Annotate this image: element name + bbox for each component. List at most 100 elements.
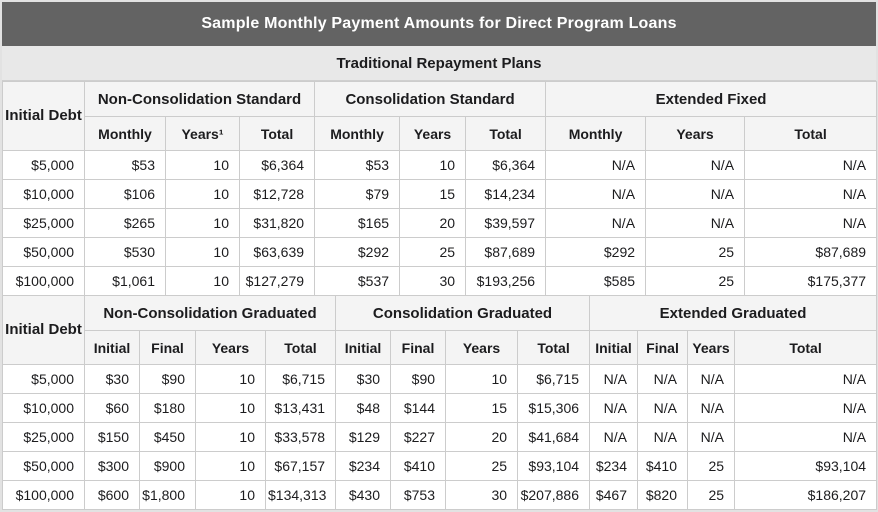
data-cell: $410 bbox=[637, 451, 689, 481]
data-cell: 25 bbox=[445, 451, 519, 481]
initial-debt-header: Initial Debt bbox=[2, 81, 85, 151]
column-header: Total bbox=[264, 330, 337, 365]
column-header: Final bbox=[390, 330, 447, 365]
data-cell: N/A bbox=[687, 393, 736, 423]
data-cell: N/A bbox=[744, 208, 878, 238]
column-header: Years bbox=[645, 116, 746, 151]
data-cell: $63,639 bbox=[238, 237, 316, 267]
debt-cell: $100,000 bbox=[2, 480, 85, 510]
data-cell: $53 bbox=[314, 150, 401, 180]
group-header-non-consolidation-graduated: Non-Consolidation Graduated bbox=[83, 295, 337, 331]
data-cell: $31,820 bbox=[238, 208, 316, 238]
data-cell: $193,256 bbox=[465, 266, 547, 296]
column-header: Monthly bbox=[545, 116, 647, 151]
data-cell: $186,207 bbox=[734, 480, 878, 510]
data-cell: N/A bbox=[637, 393, 689, 423]
data-cell: $820 bbox=[637, 480, 689, 510]
column-header: Monthly bbox=[314, 116, 401, 151]
group-header-extended-fixed: Extended Fixed bbox=[545, 81, 878, 117]
data-cell: $530 bbox=[84, 237, 166, 267]
column-header: Initial bbox=[589, 330, 639, 365]
debt-cell: $10,000 bbox=[2, 393, 85, 423]
data-cell: $87,689 bbox=[744, 237, 878, 267]
group-header-consolidation-graduated: Consolidation Graduated bbox=[335, 295, 591, 331]
data-cell: N/A bbox=[545, 150, 647, 180]
data-cell: 15 bbox=[445, 393, 519, 423]
group-header-non-consolidation-standard: Non-Consolidation Standard bbox=[83, 81, 316, 117]
data-cell: N/A bbox=[545, 208, 647, 238]
table-row: $50,000 $300 $900 10 $67,157 $234 $410 2… bbox=[2, 451, 878, 481]
data-cell: 10 bbox=[195, 451, 266, 481]
data-cell: $6,364 bbox=[238, 150, 316, 180]
data-cell: $410 bbox=[390, 451, 447, 481]
data-cell: $6,364 bbox=[465, 150, 547, 180]
data-cell: 10 bbox=[165, 208, 240, 238]
data-cell: N/A bbox=[744, 179, 878, 209]
data-cell: 10 bbox=[165, 266, 240, 296]
data-cell: $134,313 bbox=[264, 480, 337, 510]
data-cell: 25 bbox=[687, 451, 736, 481]
data-cell: $207,886 bbox=[517, 480, 591, 510]
debt-cell: $5,000 bbox=[2, 364, 85, 394]
debt-cell: $25,000 bbox=[2, 208, 85, 238]
data-cell: $234 bbox=[335, 451, 392, 481]
data-cell: 30 bbox=[445, 480, 519, 510]
data-cell: 15 bbox=[399, 179, 467, 209]
table-row: $100,000 $1,061 10 $127,279 $537 30 $193… bbox=[2, 266, 878, 296]
column-header: Final bbox=[637, 330, 689, 365]
data-cell: 10 bbox=[165, 150, 240, 180]
data-cell: $129 bbox=[335, 422, 392, 452]
data-cell: N/A bbox=[637, 364, 689, 394]
data-cell: N/A bbox=[645, 179, 746, 209]
data-cell: $227 bbox=[390, 422, 447, 452]
column-header: Years bbox=[399, 116, 467, 151]
data-cell: $87,689 bbox=[465, 237, 547, 267]
group-header-consolidation-standard: Consolidation Standard bbox=[314, 81, 547, 117]
data-cell: $753 bbox=[390, 480, 447, 510]
data-cell: $165 bbox=[314, 208, 401, 238]
column-header: Years bbox=[687, 330, 736, 365]
data-cell: $13,431 bbox=[264, 393, 337, 423]
table-title: Sample Monthly Payment Amounts for Direc… bbox=[2, 2, 876, 46]
column-header: Initial bbox=[335, 330, 392, 365]
data-cell: $53 bbox=[84, 150, 166, 180]
data-cell: 20 bbox=[445, 422, 519, 452]
data-cell: $67,157 bbox=[264, 451, 337, 481]
column-header: Initial bbox=[84, 330, 140, 365]
data-cell: $93,104 bbox=[734, 451, 878, 481]
data-cell: $93,104 bbox=[517, 451, 591, 481]
data-cell: $265 bbox=[84, 208, 166, 238]
data-cell: $292 bbox=[545, 237, 647, 267]
data-cell: $144 bbox=[390, 393, 447, 423]
data-cell: $48 bbox=[335, 393, 392, 423]
data-cell: $14,234 bbox=[465, 179, 547, 209]
column-header: Monthly bbox=[84, 116, 166, 151]
column-header: Years bbox=[445, 330, 519, 365]
data-cell: $90 bbox=[390, 364, 447, 394]
data-cell: $30 bbox=[84, 364, 140, 394]
data-cell: 25 bbox=[645, 266, 746, 296]
data-cell: $6,715 bbox=[517, 364, 591, 394]
data-cell: $12,728 bbox=[238, 179, 316, 209]
data-cell: N/A bbox=[687, 364, 736, 394]
table-row: $25,000 $265 10 $31,820 $165 20 $39,597 … bbox=[2, 208, 878, 238]
column-header: Years bbox=[195, 330, 266, 365]
data-cell: 10 bbox=[195, 422, 266, 452]
data-cell: N/A bbox=[589, 393, 639, 423]
debt-cell: $50,000 bbox=[2, 237, 85, 267]
table-row: $100,000 $600 $1,800 10 $134,313 $430 $7… bbox=[2, 480, 878, 510]
data-cell: $600 bbox=[84, 480, 140, 510]
data-cell: $127,279 bbox=[238, 266, 316, 296]
column-header: Total bbox=[517, 330, 591, 365]
data-cell: 10 bbox=[445, 364, 519, 394]
data-cell: N/A bbox=[734, 364, 878, 394]
data-cell: $467 bbox=[589, 480, 639, 510]
data-cell: 20 bbox=[399, 208, 467, 238]
data-cell: 25 bbox=[399, 237, 467, 267]
data-cell: N/A bbox=[734, 422, 878, 452]
table-row: $10,000 $60 $180 10 $13,431 $48 $144 15 … bbox=[2, 393, 878, 423]
data-cell: $39,597 bbox=[465, 208, 547, 238]
data-cell: N/A bbox=[744, 150, 878, 180]
data-cell: $30 bbox=[335, 364, 392, 394]
